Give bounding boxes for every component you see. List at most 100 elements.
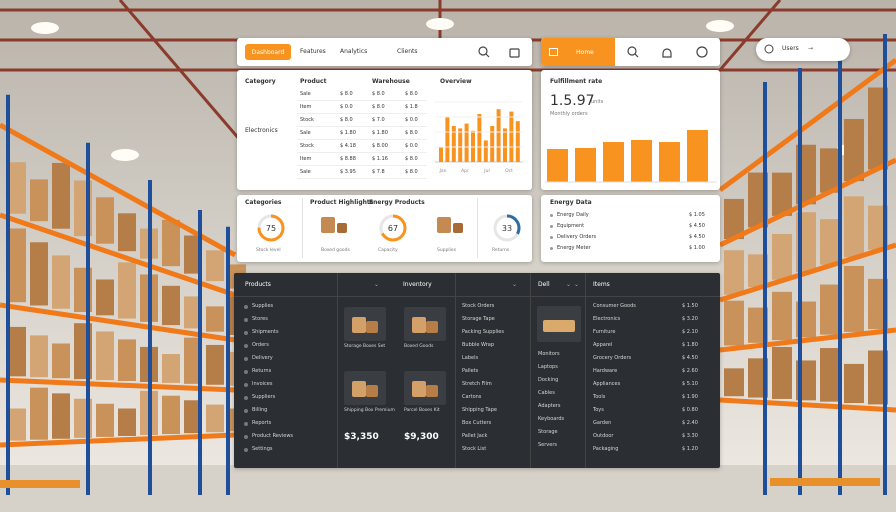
product-image [412, 381, 426, 397]
product-image [352, 317, 366, 333]
list-item: Invoices [252, 381, 273, 387]
user-menu-icon-circle [764, 44, 774, 54]
list-item: Bubble Wrap [462, 342, 495, 348]
top-nav: Dashboard Features Analytics Clients [237, 38, 532, 66]
user-icon[interactable] [662, 48, 672, 58]
home-button[interactable]: Home [541, 38, 615, 66]
bag-icon[interactable] [509, 48, 520, 58]
product-image [337, 223, 347, 233]
secondary-icons [627, 46, 708, 58]
table-cell: $ 7.8 [372, 169, 385, 175]
rack-beam [0, 432, 236, 448]
ceiling-beam [118, 0, 242, 141]
fulfillment-chart [545, 130, 716, 183]
card-caption: Parcel Boxes Kit [404, 408, 440, 413]
bar [496, 109, 501, 162]
box [8, 326, 26, 377]
nav-link[interactable]: Clients [397, 48, 418, 55]
box [724, 300, 744, 346]
chevron: ⌄ [512, 281, 518, 288]
column-divider [585, 273, 586, 468]
list-item: Appliances [593, 381, 621, 387]
table-cell: Item [300, 156, 312, 162]
list-icon [244, 305, 248, 309]
table-cell: $ 3.95 [340, 169, 356, 175]
list-item: Toys [593, 407, 604, 413]
divider [477, 198, 478, 258]
box [118, 262, 136, 319]
card-caption: Shipping Box Premium [344, 408, 395, 413]
box [52, 255, 70, 309]
user-menu-label: Users [782, 45, 799, 52]
inventory-table-panel: Jan Apr Jul Oct Category Product Warehouse Ove… [237, 70, 532, 190]
user-menu[interactable]: Users → [756, 38, 850, 61]
list-item: Storage [538, 429, 558, 435]
box [118, 213, 136, 252]
box [96, 197, 114, 244]
row-line [297, 113, 427, 114]
box [8, 162, 26, 214]
table-cell: $ 1.80 [340, 130, 356, 136]
row-line [297, 152, 427, 153]
share-icon[interactable] [696, 46, 708, 58]
search-icon[interactable] [478, 46, 488, 56]
product-image [426, 321, 438, 333]
nav-link[interactable]: Analytics [340, 48, 368, 55]
column-title: Inventory [403, 281, 432, 288]
table-cell: Sale [300, 130, 311, 136]
box [820, 148, 840, 193]
list-item: Laptops [538, 364, 558, 370]
table-cell: Stock [300, 143, 314, 149]
fulfillment-subtitle: Monthly orders [550, 111, 588, 117]
box [206, 404, 224, 433]
energy-value: $ 1.05 [689, 212, 705, 218]
energy-label: Equipment [557, 223, 585, 229]
chevron: ⌄ [566, 281, 572, 288]
bar [464, 123, 469, 162]
box [30, 387, 48, 440]
table-cell: Sale [300, 91, 311, 97]
list-item: Settings [252, 446, 273, 452]
search-icon-handle [634, 53, 639, 58]
floor [0, 465, 896, 512]
search-icon[interactable] [627, 46, 637, 56]
list-icon [244, 318, 248, 322]
table-cell: Sale [300, 169, 311, 175]
bar [451, 126, 456, 162]
ring-value: 67 [388, 224, 398, 233]
product-image [426, 385, 438, 397]
box [30, 335, 48, 378]
energy-value: $ 4.50 [689, 234, 705, 240]
card-price: $3,350 [344, 432, 379, 442]
list-item: Electronics [593, 316, 621, 322]
highlights-title: Categories [245, 199, 282, 206]
box [162, 285, 180, 326]
box [724, 198, 744, 240]
product-image [352, 381, 366, 397]
list-value: $ 1.20 [682, 446, 698, 452]
list-item: Stock List [462, 446, 487, 452]
ceiling-light [426, 18, 454, 30]
catalog-panel: Products Inventory Dell Items ⌄ ⌄ ⌄ ⌄ Supplies St… [234, 273, 720, 468]
energy-title: Energy Data [550, 199, 592, 206]
kpi-ring: 33 [493, 214, 521, 242]
box [206, 250, 224, 282]
bar [445, 116, 450, 162]
table-cell: $ 7.0 [372, 117, 385, 123]
bar [631, 140, 652, 182]
rack-beam [719, 242, 896, 303]
rack-beam [719, 327, 896, 353]
secondary-nav: Home [541, 38, 720, 66]
list-item: Consumer Goods [593, 303, 636, 309]
nav-link[interactable]: Features [300, 48, 326, 55]
column-divider [337, 273, 338, 468]
pallet [0, 480, 80, 488]
product-image [453, 223, 463, 233]
list-item: Suppliers [252, 394, 276, 400]
ring-progress [379, 214, 407, 242]
list-item: Returns [252, 368, 272, 374]
nav-primary-button[interactable]: Dashboard [245, 44, 291, 60]
box [118, 339, 136, 382]
list-item: Monitors [538, 351, 560, 357]
box [724, 250, 744, 295]
